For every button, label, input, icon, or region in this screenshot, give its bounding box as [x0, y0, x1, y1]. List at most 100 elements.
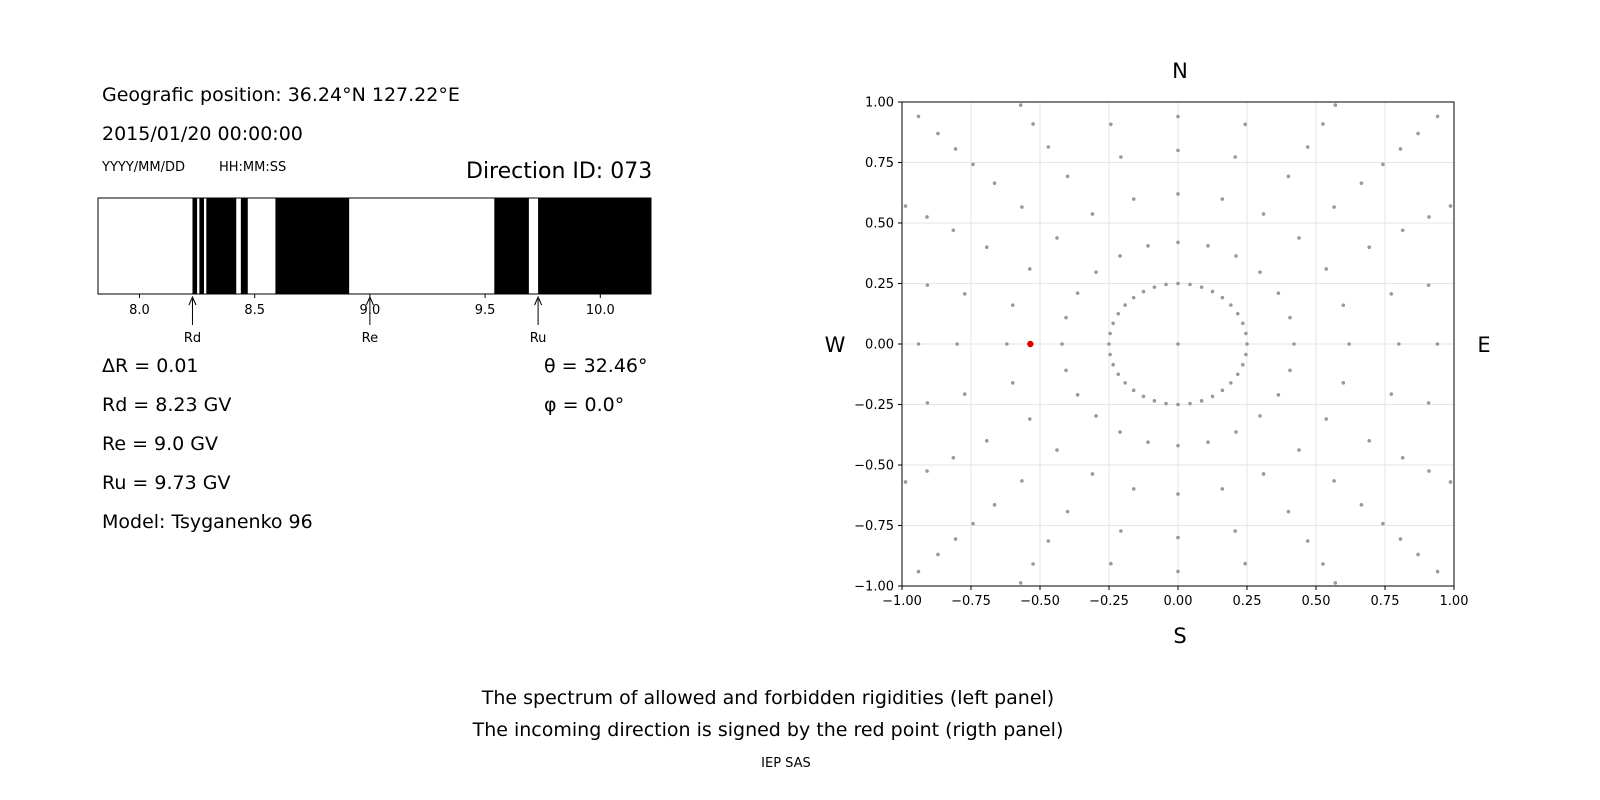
direction-point	[1075, 393, 1080, 397]
selected-direction-point	[1027, 340, 1034, 348]
x-tick-label: −1.00	[882, 594, 922, 609]
direction-point	[1020, 479, 1024, 483]
direction-point	[1381, 521, 1385, 526]
direction-point	[925, 469, 929, 473]
direction-point	[1119, 155, 1123, 159]
x-tick-label: 0.25	[1233, 594, 1262, 609]
direction-point	[1046, 145, 1051, 149]
direction-point	[1199, 399, 1204, 403]
direction-point	[1176, 342, 1180, 346]
direction-point	[1109, 122, 1113, 127]
direction-point	[1321, 562, 1325, 566]
direction-point	[1146, 244, 1150, 248]
direction-point	[984, 439, 989, 443]
direction-point	[1427, 469, 1431, 473]
direction-point	[1010, 381, 1015, 385]
rd-value: Rd = 8.23 GV	[102, 394, 232, 416]
direction-point	[1234, 254, 1238, 258]
direction-point	[971, 162, 975, 167]
direction-point	[1123, 381, 1127, 385]
direction-point	[1359, 503, 1364, 507]
direction-point	[1131, 487, 1136, 491]
direction-point	[936, 131, 940, 136]
direction-point	[1220, 487, 1225, 491]
direction-point	[1241, 362, 1245, 367]
direction-point	[1220, 388, 1225, 393]
caption-line-2: The incoming direction is signed by the …	[472, 719, 1064, 741]
direction-point	[1398, 147, 1403, 151]
direction-point	[1141, 394, 1146, 399]
direction-point	[1176, 535, 1180, 540]
arrow-head	[188, 295, 197, 306]
direction-point	[1010, 303, 1015, 307]
direction-point	[1341, 303, 1346, 307]
x-tick-label: −0.50	[1020, 594, 1060, 609]
delta-r-value: ΔR = 0.01	[102, 355, 199, 377]
direction-point	[1233, 529, 1237, 533]
direction-point	[1292, 342, 1296, 346]
x-tick-label: 0.75	[1371, 594, 1400, 609]
direction-point	[1176, 402, 1180, 407]
direction-point	[1152, 285, 1157, 289]
direction-point	[962, 292, 967, 296]
direction-point	[1176, 281, 1180, 286]
direction-point	[1234, 430, 1238, 434]
y-tick-label: −1.00	[854, 580, 894, 595]
direction-point	[1065, 174, 1070, 179]
direction-point	[1235, 311, 1240, 316]
direction-point	[1064, 315, 1068, 320]
direction-point	[953, 537, 958, 541]
direction-point	[1210, 289, 1215, 294]
direction-point	[1028, 267, 1032, 271]
direction-id: Direction ID: 073	[466, 159, 653, 184]
direction-point	[916, 569, 921, 574]
spectrum-tick-label: 8.0	[129, 303, 150, 318]
direction-point	[1332, 205, 1336, 209]
direction-point	[1060, 342, 1064, 346]
direction-point	[925, 215, 929, 219]
forbidden-band	[206, 198, 237, 294]
direction-point	[1220, 197, 1225, 201]
direction-point	[1359, 181, 1364, 185]
direction-point	[1109, 561, 1113, 566]
x-tick-label: 1.00	[1440, 594, 1469, 609]
y-tick-label: 0.00	[865, 338, 894, 353]
direction-point	[962, 392, 967, 396]
direction-point	[1116, 311, 1121, 316]
direction-point	[1176, 148, 1180, 153]
direction-point	[1258, 270, 1262, 274]
y-tick-label: 0.75	[865, 156, 894, 171]
direction-point	[1176, 492, 1180, 496]
direction-point	[1146, 440, 1150, 444]
credit-label: IEP SAS	[761, 756, 811, 771]
direction-point	[936, 552, 940, 557]
direction-point	[1235, 372, 1240, 377]
compass-south: S	[1173, 624, 1186, 648]
direction-point	[1244, 331, 1248, 336]
direction-point	[1094, 270, 1098, 274]
direction-point	[1055, 448, 1059, 452]
date-format-label: YYYY/MM/DD	[102, 160, 185, 175]
x-tick-label: 0.50	[1302, 594, 1331, 609]
direction-point	[1090, 472, 1095, 476]
direction-point	[1055, 236, 1059, 240]
direction-point	[1020, 205, 1024, 209]
direction-point	[992, 503, 997, 507]
direction-point	[1065, 509, 1070, 514]
direction-point	[971, 521, 975, 526]
direction-point	[1416, 131, 1420, 136]
direction-point	[1210, 394, 1215, 399]
direction-point	[1427, 215, 1431, 219]
direction-point	[1176, 443, 1180, 448]
forbidden-band	[240, 198, 248, 294]
direction-point	[1108, 331, 1112, 336]
direction-point	[1245, 342, 1249, 346]
direction-point	[1389, 292, 1394, 296]
direction-point	[1389, 392, 1394, 396]
direction-point	[1297, 448, 1301, 452]
direction-point	[1288, 315, 1292, 320]
forbidden-band	[192, 198, 198, 294]
direction-point	[1286, 174, 1291, 179]
direction-point	[1435, 342, 1440, 346]
direction-point	[1018, 103, 1023, 107]
